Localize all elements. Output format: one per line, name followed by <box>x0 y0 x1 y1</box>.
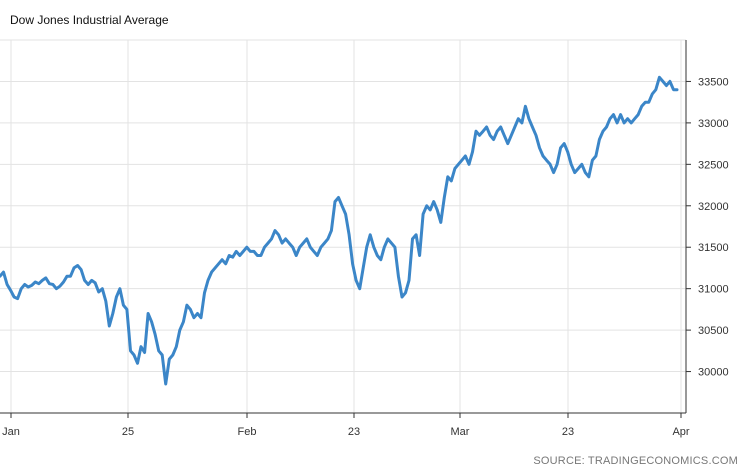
y-tick-label: 30000 <box>698 367 729 379</box>
y-tick-label: 33500 <box>698 76 729 88</box>
x-tick-label: 23 <box>348 426 360 438</box>
x-tick-label: Apr <box>672 426 689 438</box>
y-tick-label: 32000 <box>698 201 729 213</box>
y-tick-label: 32500 <box>698 159 729 171</box>
series-line <box>0 75 679 386</box>
grid-lines <box>0 39 686 413</box>
axes: 30000 30500 31000 31500 32000 32500 33000 33500… <box>0 40 729 438</box>
x-tick-label: Feb <box>238 426 257 438</box>
source-label: SOURCE: TRADINGECONOMICS.COM <box>533 455 738 467</box>
x-tick-label: Jan <box>2 426 20 438</box>
chart-title: Dow Jones Industrial Average <box>10 13 169 27</box>
y-tick-label: 30500 <box>698 325 729 337</box>
x-tick-label: 23 <box>562 426 574 438</box>
y-tick-label: 33000 <box>698 118 729 130</box>
y-tick-label: 31500 <box>698 242 729 254</box>
series-group <box>0 75 679 386</box>
x-tick-label: 25 <box>122 426 134 438</box>
y-tick-label: 31000 <box>698 284 729 296</box>
x-tick-label: Mar <box>451 426 470 438</box>
